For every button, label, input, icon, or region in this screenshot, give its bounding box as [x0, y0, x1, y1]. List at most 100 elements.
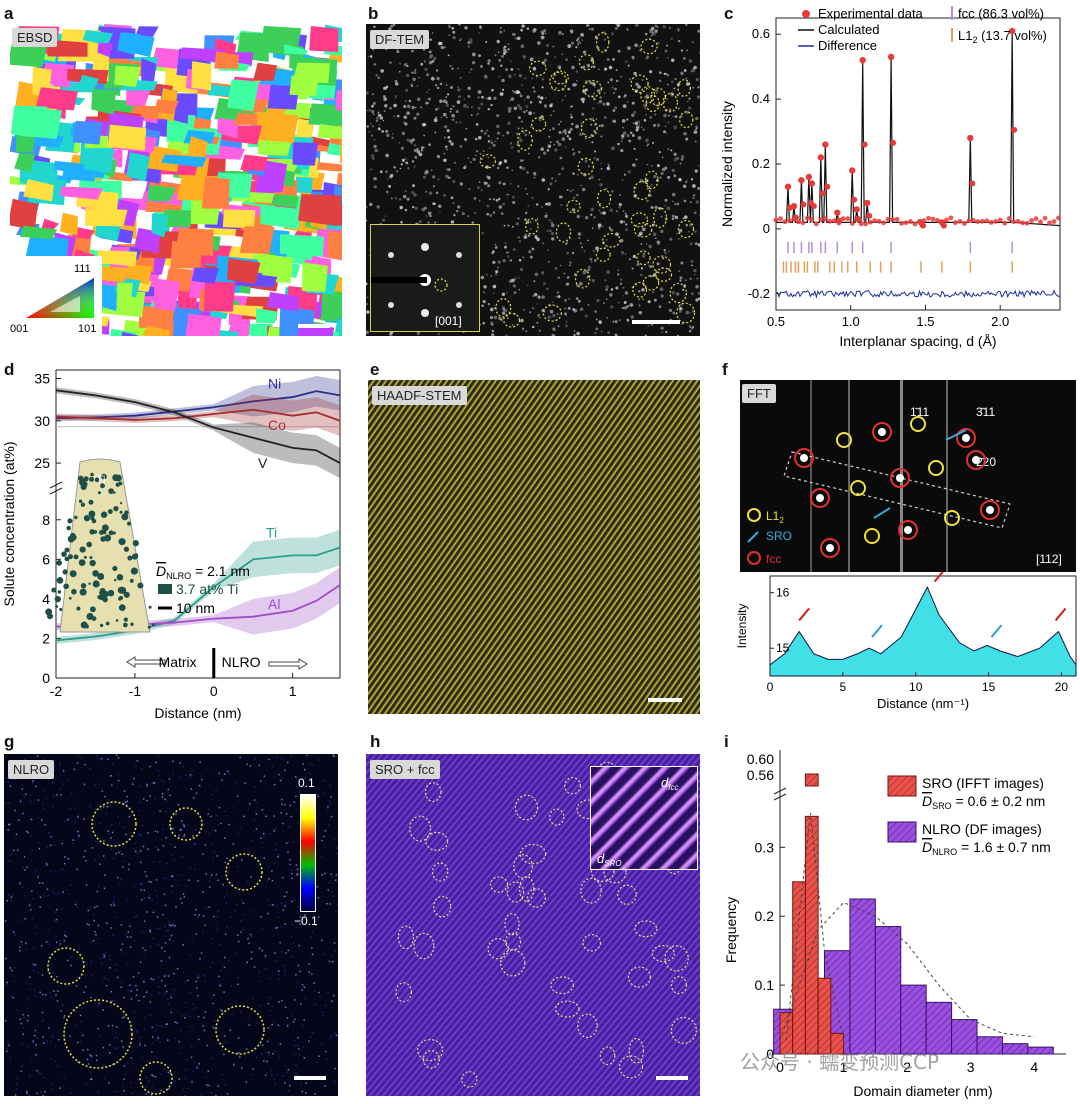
speckle-dot: [447, 93, 450, 96]
nlro-dot: [152, 937, 155, 940]
nlro-dot: [268, 758, 270, 761]
speckle-dot: [584, 215, 589, 220]
nlro-dot: [160, 979, 163, 982]
speckle-dot: [618, 205, 622, 209]
nlro-dot: [324, 1085, 326, 1087]
nlro-dot: [97, 1091, 100, 1094]
speckle-dot: [449, 65, 452, 67]
experimental-point: [808, 180, 816, 187]
nlro-dot: [20, 1070, 22, 1072]
ti-isosurface: [56, 577, 64, 584]
nlro-dot: [16, 1088, 18, 1091]
speckle-dot: [546, 248, 549, 251]
speckle-dot: [607, 81, 610, 84]
speckle-dot: [388, 27, 392, 31]
nlro-dot: [183, 825, 186, 828]
nlro-bar: [1027, 1046, 1054, 1055]
speckle-dot: [581, 215, 583, 218]
nlro-dot: [85, 985, 87, 988]
nlro-dot: [253, 758, 256, 760]
nlro-dot: [281, 777, 283, 779]
speckle-dot: [384, 104, 388, 108]
iso-legend-label: 3.7 at% Ti: [176, 581, 238, 597]
speckle-dot: [576, 214, 581, 219]
speckle-dot: [646, 163, 649, 166]
nlro-dot: [294, 1018, 296, 1021]
speckle-dot: [571, 208, 576, 212]
speckle-dot: [583, 133, 586, 136]
speckle-dot: [374, 148, 379, 153]
nlro-dot: [209, 966, 212, 968]
fcc-spot-circle: [966, 450, 986, 470]
speckle-dot: [502, 134, 505, 137]
axis-break-mark: [49, 481, 63, 489]
nlro-dot: [31, 782, 34, 784]
x-tick-label: 0: [210, 683, 218, 699]
sro-domain-circle: [554, 1000, 580, 1018]
series-confidence-band: [56, 387, 340, 479]
ebsd-grain: [228, 318, 251, 336]
ti-isosurface: [67, 518, 73, 524]
speckle-dot: [366, 302, 368, 306]
speckle-dot: [635, 82, 639, 86]
nlro-dot: [32, 1041, 35, 1044]
ebsd-grain: [217, 117, 239, 139]
speckle-dot: [690, 259, 694, 263]
speckle-dot: [497, 131, 500, 135]
speckle-dot: [503, 159, 508, 163]
ti-isosurface: [101, 524, 109, 532]
nlro-dot: [226, 770, 229, 772]
speckle-dot: [394, 96, 397, 99]
nlro-dot: [61, 908, 63, 910]
speckle-dot: [413, 70, 417, 75]
ebsd-grain: [126, 33, 155, 58]
nlro-dot: [146, 911, 148, 913]
ordered-domain-circle: [630, 212, 649, 228]
sro-bar-break-top: [804, 773, 819, 787]
nlro-dot: [268, 904, 270, 906]
speckle-dot: [547, 188, 550, 191]
speckle-dot: [613, 92, 616, 95]
speckle-dot: [522, 256, 525, 259]
nlro-dot: [219, 983, 221, 985]
speckle-dot: [479, 25, 481, 27]
speckle-dot: [686, 179, 689, 182]
speckle-dot: [371, 104, 374, 108]
experimental-point: [1024, 220, 1030, 226]
nlro-dot: [103, 887, 106, 890]
nlro-dot: [132, 1092, 135, 1094]
speckle-dot: [640, 126, 643, 128]
speckle-dot: [665, 73, 667, 75]
sro-inset: dfcc dSRO: [590, 766, 698, 870]
speckle-dot: [671, 217, 675, 221]
speckle-dot: [617, 95, 621, 99]
speckle-dot: [389, 332, 393, 336]
nlro-dot: [199, 785, 202, 788]
speckle-dot: [507, 121, 511, 126]
speckle-dot: [555, 140, 560, 144]
nlro-dot: [115, 852, 118, 855]
speckle-dot: [685, 24, 688, 26]
nlro-dot: [126, 800, 128, 803]
nlro-dot: [178, 1040, 180, 1043]
ordered-domain-circle: [479, 153, 497, 169]
speckle-dot: [678, 238, 680, 240]
nlro-dot: [239, 1011, 242, 1014]
speckle-dot: [617, 273, 620, 276]
nlro-dot: [20, 941, 23, 943]
ordered-domain-circle: [652, 255, 672, 274]
speckle-dot: [450, 142, 454, 146]
nlro-dot: [118, 851, 120, 854]
sro-domain-circle: [518, 875, 535, 902]
nlro-dot: [75, 1024, 77, 1027]
ordered-domain-circle: [549, 71, 567, 92]
speckle-dot: [557, 172, 561, 176]
nlro-dot: [216, 928, 219, 931]
ti-isosurface: [123, 622, 128, 628]
ordered-domain-circle: [595, 247, 611, 262]
nlro-dot: [113, 901, 115, 903]
speckle-dot: [516, 36, 521, 41]
nlro-dot: [61, 1004, 64, 1006]
nlro-dot: [88, 923, 90, 926]
nlro-dot: [271, 1005, 274, 1008]
